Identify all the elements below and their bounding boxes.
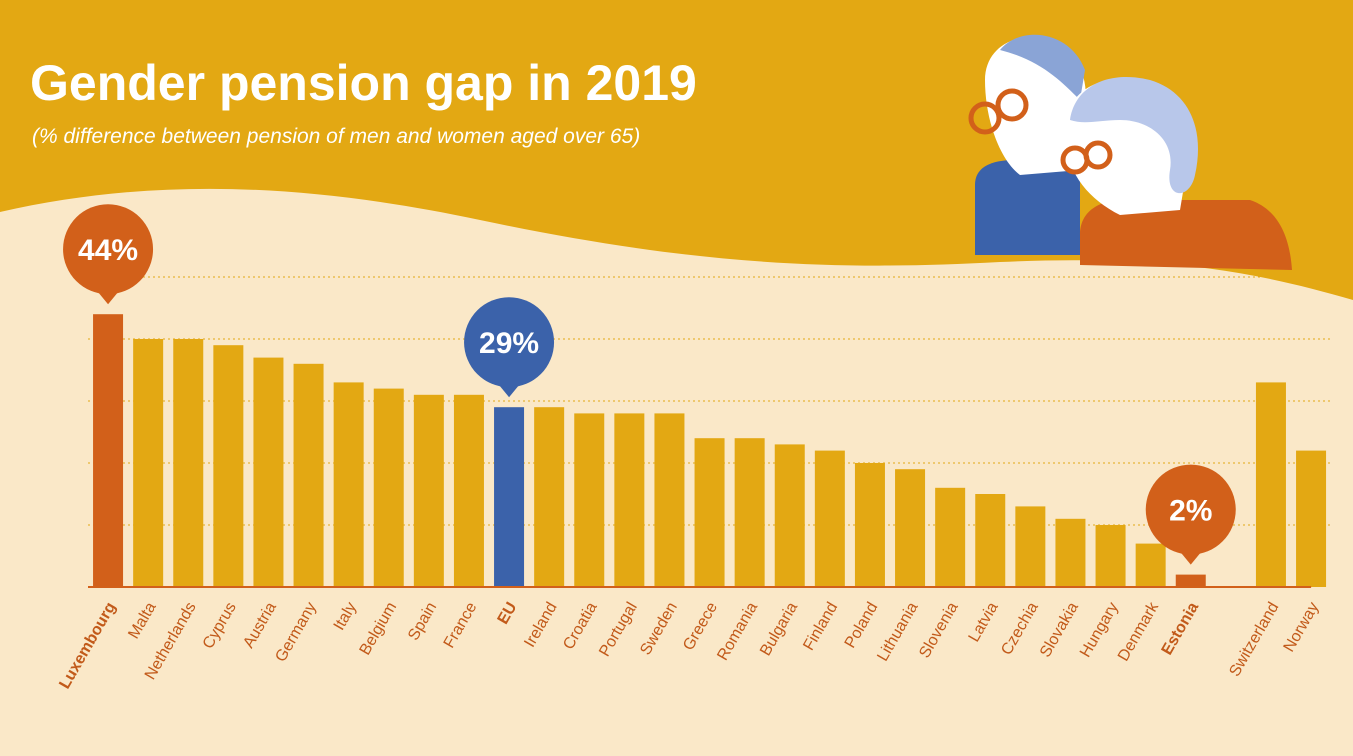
bar xyxy=(814,450,845,587)
bar xyxy=(453,394,484,587)
bar xyxy=(534,407,565,587)
callout xyxy=(63,204,154,295)
bar xyxy=(734,438,765,587)
bar xyxy=(1095,525,1126,587)
illustration xyxy=(968,34,1292,270)
chart-subtitle: (% difference between pension of men and… xyxy=(32,125,640,148)
bar xyxy=(1135,543,1166,587)
bar xyxy=(253,357,284,587)
bar xyxy=(1296,450,1327,587)
bar xyxy=(1015,506,1046,587)
bar xyxy=(854,463,885,587)
bar xyxy=(333,382,364,587)
bar xyxy=(614,413,645,587)
bar xyxy=(935,487,966,587)
bar xyxy=(93,314,124,587)
value-label: 2% xyxy=(1169,495,1212,528)
bar xyxy=(133,339,164,587)
bar xyxy=(654,413,685,587)
value-label: 44% xyxy=(78,234,138,267)
bar xyxy=(373,388,404,587)
bar xyxy=(574,413,605,587)
bar xyxy=(1175,574,1206,587)
bar xyxy=(895,469,926,587)
bar xyxy=(413,394,444,587)
bar xyxy=(1055,518,1086,587)
bar xyxy=(975,494,1006,587)
bar xyxy=(173,339,204,587)
value-label: 29% xyxy=(479,327,539,360)
bar xyxy=(494,407,525,587)
bar xyxy=(213,345,244,587)
chart-title: Gender pension gap in 2019 xyxy=(30,55,697,111)
bar xyxy=(774,444,805,587)
callout xyxy=(1145,464,1236,555)
callout xyxy=(464,297,555,388)
bar xyxy=(293,363,324,587)
bar xyxy=(694,438,725,587)
bar xyxy=(1255,382,1286,587)
